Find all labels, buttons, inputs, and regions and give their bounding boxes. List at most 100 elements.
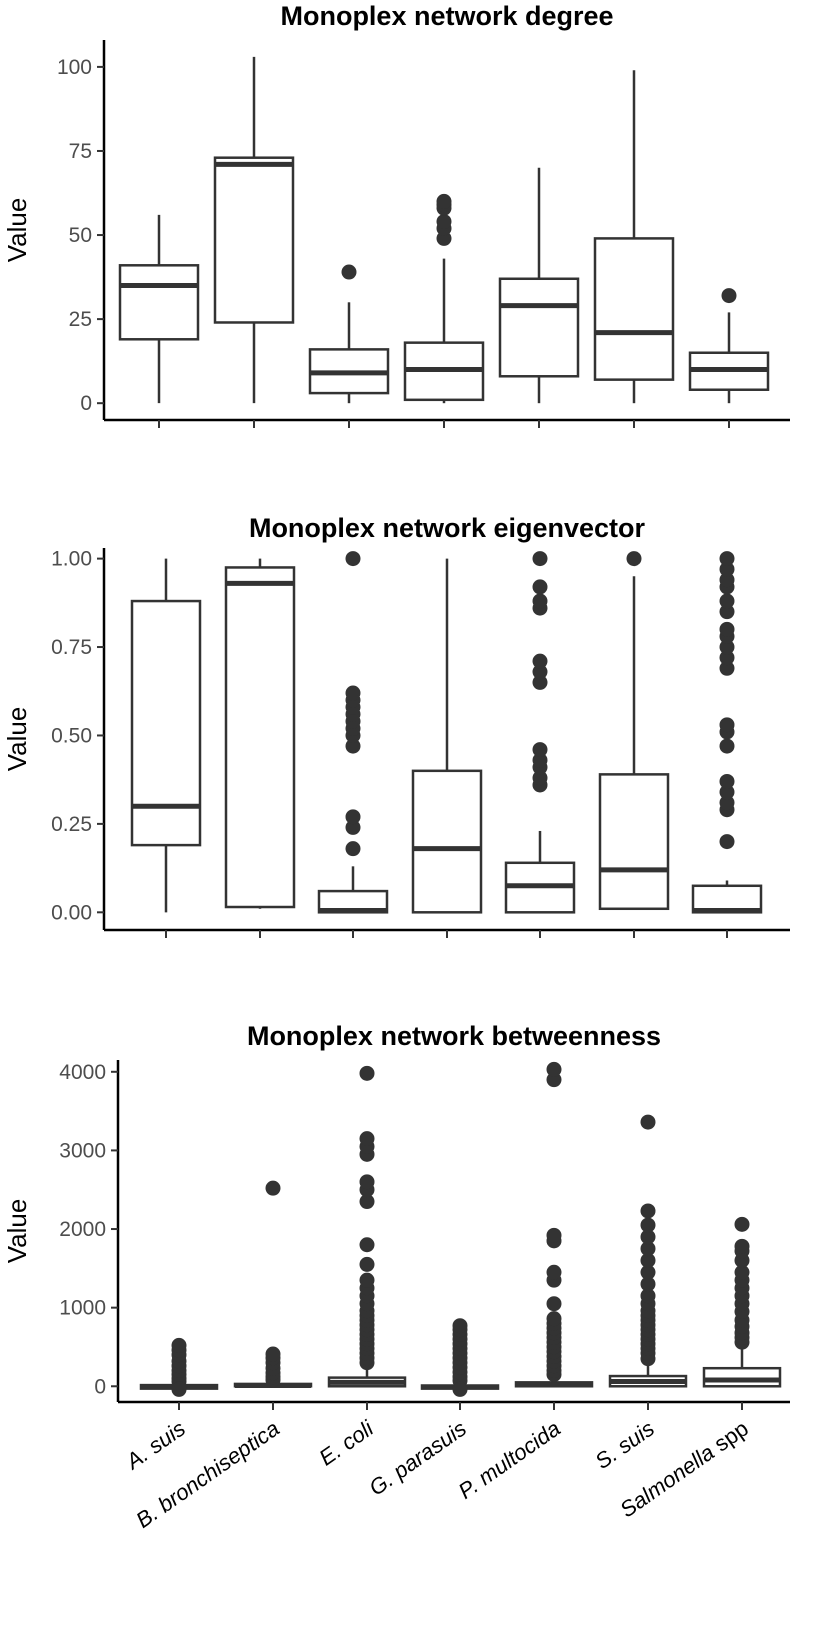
y-tick-label: 2000: [59, 1218, 106, 1241]
panel-title: Monoplex network eigenvector: [249, 513, 646, 543]
outlier-point: [719, 650, 735, 666]
x-category-label: A. suis: [120, 1416, 190, 1475]
y-tick-label: 0: [80, 392, 92, 415]
outlier-point: [359, 1256, 375, 1272]
outlier-point: [532, 752, 548, 768]
outlier-point: [719, 660, 735, 676]
outlier-point: [640, 1114, 656, 1130]
outlier-point: [452, 1381, 468, 1397]
outlier-point: [532, 770, 548, 786]
box-iqr: [224, 566, 296, 909]
outlier-point: [359, 1174, 375, 1190]
outlier-point: [345, 819, 361, 835]
outlier-point: [734, 1264, 750, 1280]
outlier-point: [345, 738, 361, 754]
box-1: [118, 214, 200, 404]
box-iqr: [593, 237, 675, 381]
panel-1: Monoplex network degree Value 0 25 50 75 100: [2, 1, 790, 428]
outlier-point: [171, 1381, 187, 1397]
box-7: [691, 551, 763, 914]
box-1: [130, 558, 202, 913]
outlier-point: [640, 1252, 656, 1268]
box-5: [498, 167, 580, 404]
box-iqr: [213, 156, 295, 324]
y-tick-label: 0: [94, 1375, 106, 1398]
y-tick-label: 75: [69, 140, 92, 163]
outlier-point: [719, 621, 735, 637]
outlier-point: [721, 288, 737, 304]
outlier-point: [546, 1296, 562, 1312]
x-category-label: G. parasuis: [364, 1416, 470, 1501]
outlier-point: [546, 1264, 562, 1280]
outlier-point: [359, 1272, 375, 1288]
box-5: [504, 551, 576, 914]
box-3: [308, 264, 390, 404]
outlier-point: [171, 1337, 187, 1353]
box-2: [224, 558, 296, 909]
outlier-point: [546, 1311, 562, 1327]
outlier-point: [640, 1276, 656, 1292]
box-iqr: [691, 884, 763, 914]
box-iqr: [411, 769, 483, 914]
outlier-point: [359, 1237, 375, 1253]
box-3: [327, 1065, 407, 1388]
outlier-point: [719, 717, 735, 733]
y-tick-label: 50: [69, 224, 92, 247]
box-1: [139, 1337, 219, 1397]
outlier-point: [719, 604, 735, 620]
panel-title: Monoplex network degree: [280, 1, 613, 31]
box-4: [420, 1318, 500, 1397]
box-2: [213, 56, 295, 404]
y-axis-label: Value: [2, 707, 32, 772]
outlier-point: [546, 1061, 562, 1077]
y-tick-label: 25: [69, 308, 92, 331]
outlier-point: [345, 685, 361, 701]
outlier-point: [719, 784, 735, 800]
outlier-point: [640, 1288, 656, 1304]
outlier-point: [532, 653, 548, 669]
outlier-point: [359, 1131, 375, 1147]
outlier-point: [359, 1194, 375, 1210]
outlier-point: [719, 572, 735, 588]
outlier-point: [452, 1318, 468, 1334]
box-iqr: [498, 277, 580, 378]
box-iqr: [118, 264, 200, 341]
outlier-point: [345, 551, 361, 567]
outlier-point: [640, 1217, 656, 1233]
outlier-point: [436, 214, 452, 230]
outlier-point: [546, 1227, 562, 1243]
outlier-point: [719, 738, 735, 754]
outlier-point: [265, 1180, 281, 1196]
outlier-point: [345, 809, 361, 825]
box-5: [514, 1061, 594, 1388]
outlier-point: [734, 1238, 750, 1254]
outlier-point: [719, 639, 735, 655]
outlier-point: [532, 742, 548, 758]
panel-3: Monoplex network betweenness Value 0 1000 20…: [2, 1021, 790, 1533]
outlier-point: [436, 193, 452, 209]
outlier-point: [532, 593, 548, 609]
outlier-point: [640, 1229, 656, 1245]
y-tick-label: 0.50: [51, 724, 92, 747]
box-2: [233, 1180, 313, 1388]
x-category-label: P. multocida: [454, 1416, 565, 1504]
y-axis-label: Value: [2, 1199, 32, 1264]
box-4: [403, 193, 485, 404]
box-3: [317, 551, 389, 914]
outlier-point: [719, 551, 735, 567]
y-tick-label: 0.75: [51, 636, 92, 659]
x-category-label: E. coli: [314, 1415, 378, 1470]
box-iqr: [598, 773, 670, 911]
outlier-point: [341, 264, 357, 280]
outlier-point: [265, 1346, 281, 1362]
outlier-point: [640, 1203, 656, 1219]
outlier-point: [532, 674, 548, 690]
outlier-point: [719, 593, 735, 609]
outlier-point: [532, 551, 548, 567]
box-6: [608, 1114, 688, 1388]
y-tick-label: 3000: [59, 1139, 106, 1162]
outlier-point: [640, 1264, 656, 1280]
panel-title: Monoplex network betweenness: [247, 1021, 661, 1051]
